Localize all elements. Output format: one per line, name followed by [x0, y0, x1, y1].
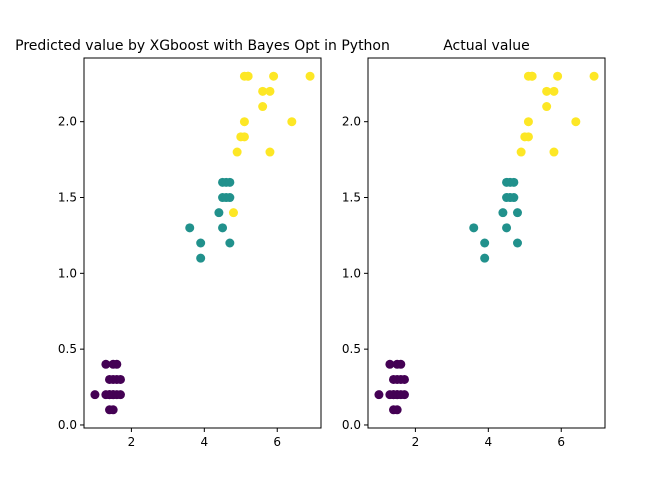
- scatter-point-actual: [523, 117, 533, 127]
- scatter-point-actual: [399, 390, 409, 400]
- scatter-point-actual: [523, 132, 533, 142]
- scatter-point-actual: [571, 117, 581, 127]
- scatter-point-actual: [480, 238, 490, 248]
- plot-area-predicted: 2 4 6 0.0 0.5 1.0 1.5 2.0: [58, 71, 315, 449]
- subplot-predicted: Predicted value by XGboost with Bayes Op…: [15, 38, 390, 449]
- scatter-point-predicted: [258, 102, 268, 112]
- scatter-point-actual: [509, 177, 519, 187]
- scatter-point-predicted: [225, 238, 235, 248]
- scatter-point-predicted: [218, 223, 228, 233]
- plot-area-actual: 2 4 6 0.0 0.5 1.0 1.5 2.0: [342, 71, 599, 449]
- scatter-point-actual: [385, 359, 395, 369]
- scatter-point-predicted: [228, 208, 238, 218]
- scatter-point-predicted: [265, 86, 275, 96]
- scatter-point-actual: [542, 102, 552, 112]
- scatter-point-predicted: [243, 71, 253, 81]
- scatter-point-actual: [480, 253, 490, 263]
- y-tick-label: 2.0: [342, 115, 361, 129]
- scatter-point-actual: [542, 86, 552, 96]
- scatter-point-predicted: [287, 117, 297, 127]
- scatter-point-predicted: [225, 193, 235, 203]
- y-tick-label: 0.5: [342, 342, 361, 356]
- scatter-point-actual: [502, 223, 512, 233]
- scatter-point-predicted: [115, 374, 125, 384]
- scatter-point-actual: [399, 374, 409, 384]
- scatter-point-actual: [509, 193, 519, 203]
- scatter-point-actual: [527, 71, 537, 81]
- scatter-point-actual: [512, 208, 522, 218]
- scatter-point-predicted: [101, 359, 111, 369]
- scatter-point-predicted: [232, 147, 242, 157]
- scatter-point-actual: [469, 223, 479, 233]
- y-tick-label: 0.0: [58, 418, 77, 432]
- subplot-actual: Actual value 2 4 6 0.0 0.5 1.0 1.5 2.0: [342, 38, 606, 449]
- scatter-point-actual: [498, 208, 508, 218]
- scatter-point-predicted: [115, 390, 125, 400]
- scatter-point-actual: [396, 359, 406, 369]
- scatter-point-actual: [553, 71, 563, 81]
- scatter-point-predicted: [108, 405, 118, 415]
- x-tick-label: 6: [557, 435, 565, 449]
- scatter-point-actual: [549, 147, 559, 157]
- axes-frame-predicted: [83, 57, 322, 429]
- scatter-point-predicted: [258, 86, 268, 96]
- scatter-point-actual: [549, 86, 559, 96]
- scatter-point-predicted: [196, 253, 206, 263]
- y-tick-label: 1.0: [342, 266, 361, 280]
- x-tick-label: 2: [128, 435, 136, 449]
- x-tick-label: 6: [273, 435, 281, 449]
- y-tick-label: 0.0: [342, 418, 361, 432]
- x-tick-label: 2: [412, 435, 420, 449]
- scatter-point-predicted: [239, 117, 249, 127]
- y-tick-label: 1.0: [58, 266, 77, 280]
- scatter-point-actual: [374, 390, 384, 400]
- scatter-point-predicted: [185, 223, 195, 233]
- scatter-point-predicted: [305, 71, 315, 81]
- scatter-point-actual: [392, 405, 402, 415]
- subplot-title-predicted: Predicted value by XGboost with Bayes Op…: [15, 38, 390, 54]
- y-tick-label: 0.5: [58, 342, 77, 356]
- scatter-point-predicted: [265, 147, 275, 157]
- y-tick-label: 1.5: [58, 191, 77, 205]
- x-tick-label: 4: [485, 435, 493, 449]
- y-tick-label: 1.5: [342, 191, 361, 205]
- subplot-title-actual: Actual value: [443, 38, 530, 54]
- scatter-point-actual: [512, 238, 522, 248]
- x-tick-label: 4: [201, 435, 209, 449]
- scatter-point-predicted: [196, 238, 206, 248]
- y-tick-label: 2.0: [58, 115, 77, 129]
- scatter-point-predicted: [269, 71, 279, 81]
- scatter-point-predicted: [214, 208, 224, 218]
- scatter-point-predicted: [90, 390, 100, 400]
- axes-frame-actual: [367, 57, 606, 429]
- scatter-point-actual: [516, 147, 526, 157]
- scatter-point-actual: [589, 71, 599, 81]
- scatter-point-predicted: [112, 359, 122, 369]
- scatter-point-predicted: [239, 132, 249, 142]
- scatter-point-predicted: [225, 177, 235, 187]
